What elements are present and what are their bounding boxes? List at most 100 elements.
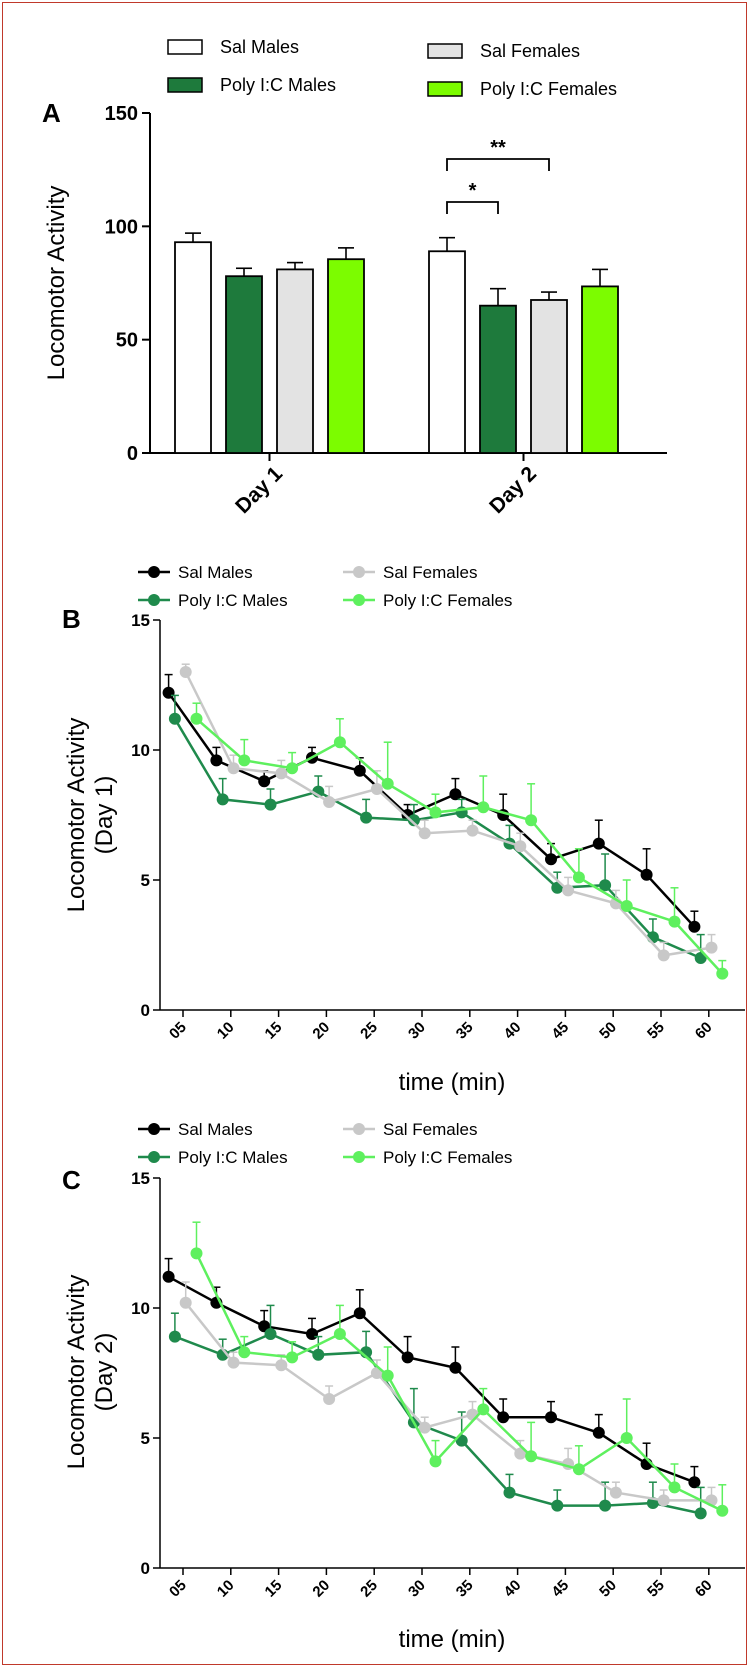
y-tick-label: 0 — [141, 1001, 150, 1020]
data-point — [620, 1432, 633, 1444]
data-point — [306, 1328, 318, 1340]
x-tick-label: 20 — [309, 1577, 333, 1601]
panel-b-letter: B — [62, 604, 81, 634]
panel-b-y-title-line2: (Day 1) — [91, 776, 118, 855]
data-point — [179, 666, 192, 678]
panel-c-y-title-line2: (Day 2) — [91, 1333, 118, 1412]
data-point — [216, 793, 229, 806]
x-tick-label: 55 — [644, 1577, 668, 1601]
data-point — [381, 1369, 394, 1382]
data-point — [286, 762, 299, 775]
legend-label-sal-males: Sal Males — [220, 37, 299, 57]
legend-label-sal-males: Sal Males — [178, 1120, 253, 1139]
legend-swatch-poly-i-c-females — [427, 81, 463, 97]
series-line-sal-females — [184, 1302, 712, 1502]
significance-bracket — [446, 201, 499, 214]
data-point — [545, 1411, 557, 1424]
x-tick-label: 55 — [644, 1019, 668, 1043]
legend-label-poly-i-c-females: Poly I:C Females — [383, 1148, 512, 1167]
y-tick-label: 100 — [105, 216, 138, 238]
legend-swatch-poly-i-c-males — [167, 77, 203, 93]
legend-marker-sal-males — [148, 566, 160, 578]
data-point — [418, 1421, 431, 1434]
y-tick-label: 150 — [105, 103, 138, 125]
series-line-sal-males — [168, 1275, 695, 1484]
legend-label-sal-females: Sal Females — [383, 563, 477, 582]
y-tick-label: 0 — [141, 1559, 150, 1578]
data-point — [168, 1330, 181, 1343]
data-point — [551, 1499, 564, 1512]
data-point — [162, 1270, 175, 1283]
data-point — [264, 798, 277, 811]
data-point — [227, 762, 240, 775]
panel-a-legend: Sal Males Poly I:C Males Sal Females Poly I… — [167, 37, 617, 99]
data-point — [668, 915, 681, 928]
data-point — [599, 879, 612, 892]
data-point — [466, 824, 479, 837]
legend-swatch-sal-females — [427, 43, 463, 59]
significance-label: * — [469, 180, 477, 202]
bar-poly-i-c-males-day-2 — [479, 304, 517, 454]
data-point — [497, 1411, 510, 1424]
bar-sal-females-day-1 — [276, 268, 314, 454]
data-point — [333, 1328, 346, 1340]
panel-a-significance: *** — [446, 137, 550, 214]
data-point — [227, 1356, 240, 1369]
data-point — [275, 1359, 288, 1372]
legend-marker-poly-i-c-females — [353, 594, 365, 606]
data-point — [705, 941, 718, 954]
legend-label-poly-i-c-males: Poly I:C Males — [220, 75, 336, 95]
panel-c-plot — [162, 1221, 729, 1520]
data-point — [449, 1361, 462, 1374]
legend-marker-sal-males — [148, 1123, 160, 1135]
panel-c-x-title: time (min) — [399, 1626, 506, 1653]
panel-c-y-title-line1: Locomotor Activity — [63, 1275, 90, 1470]
series-poly-i-c-females — [190, 1221, 729, 1517]
data-point — [168, 712, 181, 725]
y-tick-label: 10 — [131, 741, 150, 760]
legend-label-poly-i-c-females: Poly I:C Females — [480, 79, 617, 99]
data-point — [360, 811, 373, 824]
y-tick-label: 5 — [141, 871, 150, 890]
data-point — [688, 1476, 701, 1489]
legend-marker-sal-females — [353, 1123, 365, 1135]
data-point — [466, 1408, 479, 1421]
series-line-sal-males — [167, 692, 696, 928]
x-tick-label-day-1: Day 1 — [231, 462, 287, 518]
data-point — [190, 712, 203, 725]
data-point — [286, 1351, 299, 1364]
data-point — [353, 764, 366, 777]
data-point — [323, 1393, 336, 1405]
data-point — [525, 1450, 538, 1463]
y-tick-label: 50 — [116, 330, 138, 352]
data-point — [477, 1403, 490, 1416]
series-sal-males — [162, 1257, 701, 1489]
data-point — [162, 686, 175, 699]
x-tick-label: 20 — [309, 1019, 333, 1043]
data-point — [238, 754, 251, 767]
bar-sal-males-day-2 — [428, 250, 466, 454]
x-tick-label: 30 — [405, 1019, 429, 1043]
x-tick-label: 25 — [357, 1019, 381, 1043]
data-point — [381, 777, 394, 790]
panel-b: B Sal Males Poly I:C Males Sal Females Poly… — [62, 563, 745, 1096]
legend-marker-poly-i-c-males — [148, 1151, 160, 1163]
data-point — [688, 920, 701, 933]
data-point — [429, 806, 442, 819]
data-point — [646, 931, 659, 944]
data-point — [323, 796, 336, 808]
series-line-poly-i-c-females — [195, 1252, 723, 1512]
panel-c: C Sal Males Poly I:C Males Sal Females Poly… — [62, 1120, 745, 1653]
data-point — [572, 871, 585, 884]
legend-label-sal-females: Sal Females — [383, 1120, 477, 1139]
data-point — [668, 1481, 681, 1494]
x-tick-label: 45 — [548, 1019, 572, 1043]
x-tick-label: 40 — [501, 1019, 525, 1043]
x-tick-label: 50 — [596, 1577, 620, 1601]
data-point — [264, 1328, 277, 1340]
data-point — [572, 1463, 585, 1476]
x-tick-label: 45 — [548, 1577, 572, 1601]
panel-b-y-title-line1: Locomotor Activity — [63, 718, 90, 913]
